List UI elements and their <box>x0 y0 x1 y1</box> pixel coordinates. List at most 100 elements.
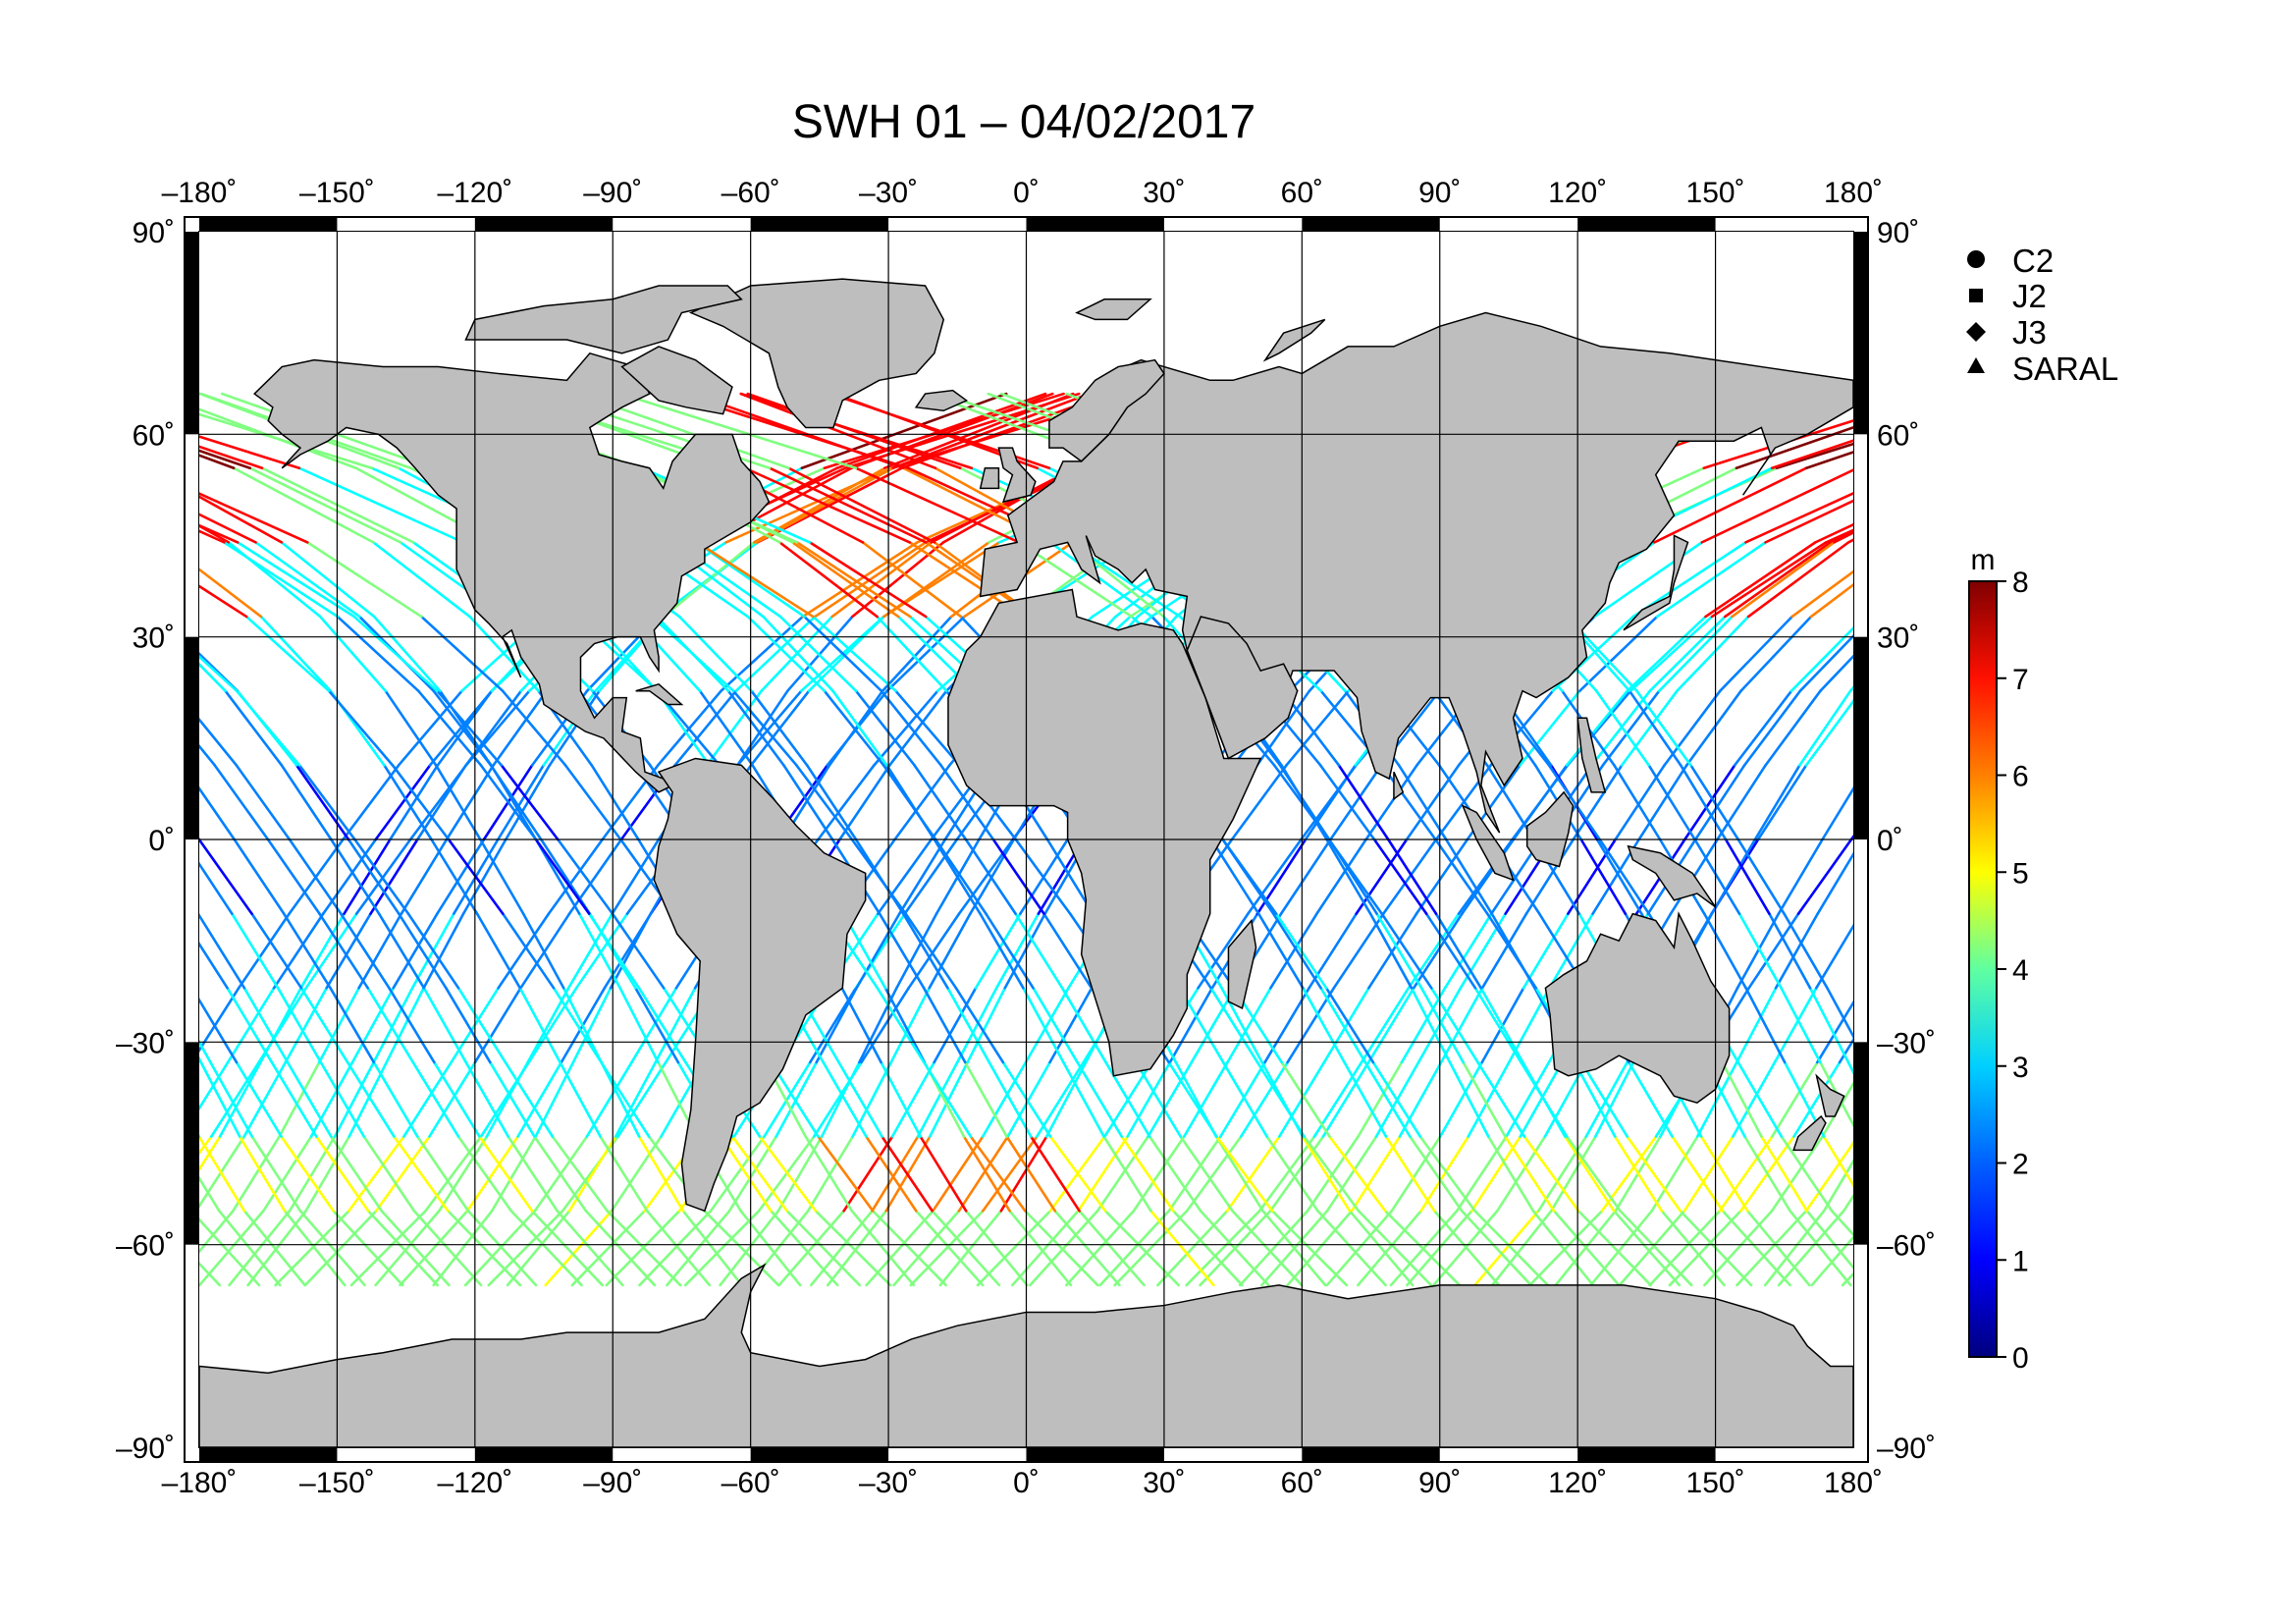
track-segment <box>719 1209 780 1287</box>
track-segment <box>817 1135 875 1213</box>
track-segment <box>372 987 414 1064</box>
track-segment <box>1613 764 1662 841</box>
track-segment <box>1271 912 1322 990</box>
track-segment <box>424 1135 483 1213</box>
track-segment <box>563 764 622 841</box>
track-segment <box>1221 1060 1268 1138</box>
track-segment <box>901 912 949 990</box>
borneo <box>1525 790 1575 868</box>
track-segment <box>1745 1209 1811 1287</box>
track-segment <box>1783 912 1829 990</box>
track-segment <box>823 689 885 767</box>
track-segment <box>527 987 578 1064</box>
track-segment <box>199 785 237 841</box>
track-segment <box>1321 1060 1370 1138</box>
track-segment <box>374 764 432 841</box>
track-segment <box>199 717 239 767</box>
track-segment <box>309 1060 354 1138</box>
track-segment <box>1328 1135 1387 1213</box>
track-segment <box>1522 1135 1580 1213</box>
track-segment <box>618 987 660 1064</box>
track-segment <box>501 689 567 767</box>
track-segment <box>1735 987 1778 1064</box>
track-segment <box>1790 569 1853 619</box>
track-segment <box>1595 689 1650 767</box>
track-segment <box>288 1135 337 1213</box>
track-segment <box>1626 615 1707 692</box>
track-segment <box>1048 1135 1107 1213</box>
track-segment <box>1006 1060 1051 1138</box>
track-segment <box>619 392 858 470</box>
track-segment <box>384 689 438 767</box>
track-segment <box>506 1209 571 1287</box>
track-segment <box>1185 1135 1243 1213</box>
track-segment <box>260 466 415 544</box>
track-segment <box>746 615 827 692</box>
track-segment <box>1770 439 1853 470</box>
lon-tick-label: –60˚ <box>721 177 780 209</box>
track-segment <box>587 912 641 990</box>
track-segment <box>231 912 280 990</box>
track-segment <box>1461 838 1516 915</box>
track-segment <box>456 987 507 1064</box>
track-segment <box>250 912 303 990</box>
track-segment <box>1657 615 1734 692</box>
track-segment <box>966 987 1007 1064</box>
track-segment <box>501 912 556 990</box>
track-segment <box>1368 912 1414 990</box>
track-segment <box>415 764 468 841</box>
track-segment <box>991 838 1045 915</box>
lat-tick-label-left: 0˚ <box>148 825 175 857</box>
track-segment <box>224 689 284 767</box>
track-segment <box>1024 987 1070 1064</box>
frame-band-top <box>750 217 889 232</box>
ireland <box>979 466 1000 490</box>
track-segment <box>1113 1209 1189 1287</box>
track-segment <box>199 568 263 619</box>
track-segment <box>1531 1209 1595 1287</box>
track-segment <box>199 1209 265 1287</box>
track-segment <box>1804 451 1853 470</box>
lon-tick-label: –180˚ <box>162 1467 238 1499</box>
track-segment <box>850 838 907 915</box>
track-segment <box>778 615 858 692</box>
frame-band-bottom <box>199 1447 338 1462</box>
track-segment <box>319 1060 366 1138</box>
track-segment <box>1746 541 1850 619</box>
track-segment <box>1171 1209 1244 1287</box>
track-segment <box>1062 1060 1105 1138</box>
legend-label-saral: SARAL <box>2012 351 2118 387</box>
track-segment <box>720 1135 773 1213</box>
track-segment <box>1699 1135 1749 1213</box>
track-segment <box>237 912 291 990</box>
track-segment <box>380 1209 451 1287</box>
track-segment <box>1367 912 1418 990</box>
track-segment <box>1718 1135 1774 1213</box>
map-area <box>122 232 1853 1447</box>
track-segment <box>199 1039 212 1064</box>
track-segment <box>931 1209 1001 1287</box>
track-segment <box>122 914 163 989</box>
track-segment <box>611 838 661 915</box>
track-segment <box>284 987 328 1064</box>
track-segment <box>392 912 439 990</box>
track-segment <box>270 1060 318 1138</box>
track-segment <box>1648 615 1727 692</box>
track-segment <box>855 912 901 990</box>
track-segment <box>1693 838 1741 915</box>
track-segment <box>1704 541 1817 619</box>
track-segment <box>600 1060 651 1138</box>
lon-tick-label: 120˚ <box>1548 177 1607 209</box>
track-segment <box>974 912 1022 990</box>
track-segment <box>1467 1060 1511 1138</box>
track-segment <box>955 987 998 1064</box>
frame-bands <box>185 217 1868 1462</box>
track-segment <box>1739 615 1813 692</box>
track-segment <box>1676 615 1750 692</box>
track-segment <box>1744 492 1853 544</box>
track-segment <box>739 392 937 470</box>
track-segment <box>954 987 1005 1064</box>
track-segment <box>1505 1060 1551 1138</box>
track-segment <box>209 1060 254 1138</box>
track-segment <box>1700 468 1853 544</box>
